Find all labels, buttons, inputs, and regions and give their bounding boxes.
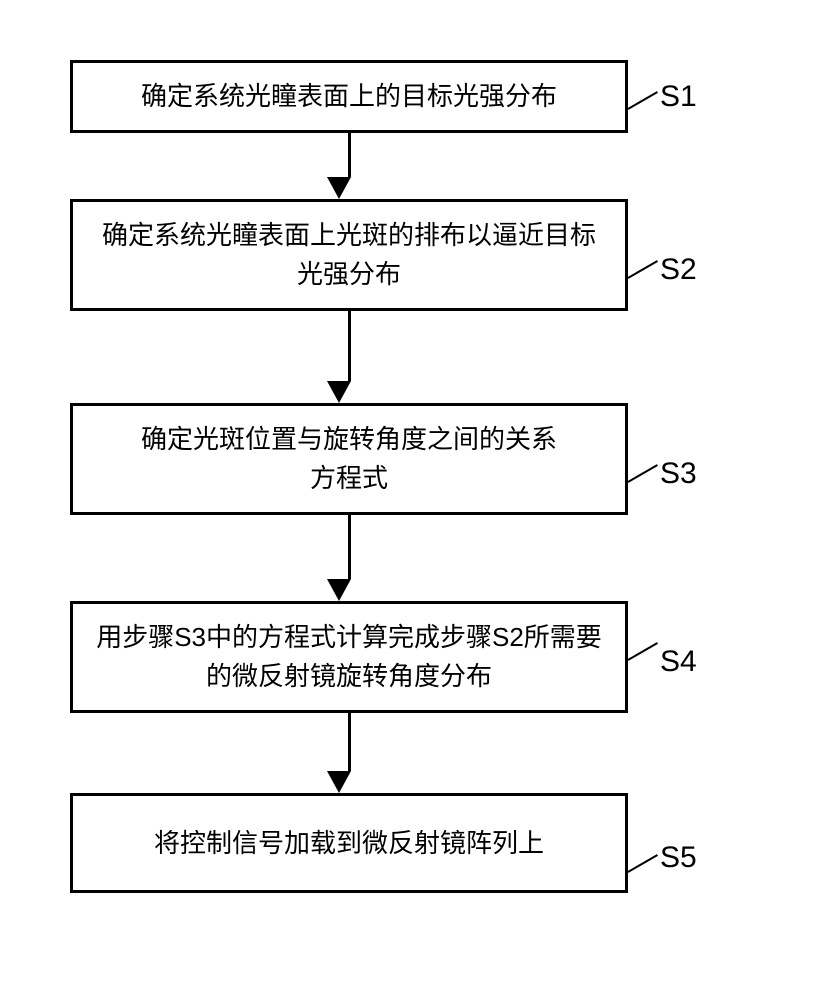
step-text-s5: 将控制信号加载到微反射镜阵列上 (154, 824, 544, 863)
step-box-s2: 确定系统光瞳表面上光斑的排布以逼近目标光强分布 (70, 199, 628, 311)
step-label-s1: S1 (660, 80, 697, 114)
step-box-s3: 确定光斑位置与旋转角度之间的关系方程式 (70, 403, 628, 515)
label-tick-s4 (628, 642, 658, 661)
step-row-s1: 确定系统光瞳表面上的目标光强分布 S1 (70, 60, 756, 133)
step-row-s4: 用步骤S3中的方程式计算完成步骤S2所需要的微反射镜旋转角度分布 S4 (70, 601, 756, 713)
label-tick-s2 (628, 260, 658, 279)
step-label-s2: S2 (660, 253, 697, 287)
arrow-s1-s2 (70, 133, 628, 199)
step-text-s2: 确定系统光瞳表面上光斑的排布以逼近目标光强分布 (93, 216, 605, 294)
step-text-s1: 确定系统光瞳表面上的目标光强分布 (141, 77, 557, 116)
step-row-s2: 确定系统光瞳表面上光斑的排布以逼近目标光强分布 S2 (70, 199, 756, 311)
step-text-s3: 确定光斑位置与旋转角度之间的关系方程式 (133, 420, 565, 498)
arrow-s3-s4 (70, 515, 628, 601)
step-label-s4: S4 (660, 645, 697, 679)
flowchart-container: 确定系统光瞳表面上的目标光强分布 S1 确定系统光瞳表面上光斑的排布以逼近目标光… (70, 60, 756, 893)
step-box-s1: 确定系统光瞳表面上的目标光强分布 (70, 60, 628, 133)
step-row-s5: 将控制信号加载到微反射镜阵列上 S5 (70, 793, 756, 893)
step-label-s3: S3 (660, 457, 697, 491)
arrow-s2-s3 (70, 311, 628, 403)
label-tick-s3 (628, 464, 658, 483)
label-tick-s1 (628, 91, 658, 110)
step-box-s4: 用步骤S3中的方程式计算完成步骤S2所需要的微反射镜旋转角度分布 (70, 601, 628, 713)
step-row-s3: 确定光斑位置与旋转角度之间的关系方程式 S3 (70, 403, 756, 515)
label-tick-s5 (628, 854, 658, 873)
arrow-s4-s5 (70, 713, 628, 793)
step-label-s5: S5 (660, 841, 697, 875)
step-text-s4: 用步骤S3中的方程式计算完成步骤S2所需要的微反射镜旋转角度分布 (93, 618, 605, 696)
step-box-s5: 将控制信号加载到微反射镜阵列上 (70, 793, 628, 893)
